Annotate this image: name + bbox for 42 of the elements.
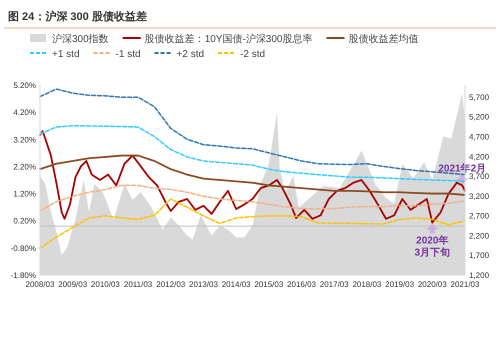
x-tick-label: 2011/03 <box>124 280 153 289</box>
y2-tick-label: 1,200 <box>469 271 490 280</box>
legend-label: +1 std <box>52 49 80 60</box>
y-tick-label: -0.80% <box>10 244 36 253</box>
legend-label: +2 std <box>176 49 204 60</box>
x-tick-label: 2019/03 <box>385 280 415 289</box>
y2-tick-label: 1,700 <box>469 251 490 260</box>
y2-tick-label: 4,200 <box>469 152 490 162</box>
y2-tick-label: 5,200 <box>469 112 490 122</box>
x-tick-label: 2009/03 <box>58 280 88 289</box>
y2-tick-label: 2,200 <box>469 231 490 240</box>
y-tick-label: 3.20% <box>13 135 36 144</box>
x-tick-label: 2010/03 <box>90 280 120 289</box>
x-tick-label: 2017/03 <box>320 280 350 289</box>
y2-tick-label: 3,700 <box>469 172 490 182</box>
y-tick-label: -1.80% <box>10 271 36 280</box>
x-tick-label: 2014/03 <box>222 280 252 289</box>
legend-label: 股债收益差均值 <box>348 33 418 45</box>
x-tick-label: 2018/03 <box>352 280 382 289</box>
legend-label: 股债收益差：10Y国债-沪深300股息率 <box>144 33 312 45</box>
x-tick-label: 2020/03 <box>418 280 448 289</box>
arrow-annotation: 3月下旬 <box>414 248 450 259</box>
x-tick-label: 2021/03 <box>450 280 480 289</box>
y-tick-label: 0.20% <box>13 216 36 226</box>
legend-label: 沪深300指数 <box>52 33 109 45</box>
legend-label: -2 std <box>240 49 266 60</box>
y-tick-label: 1.20% <box>13 190 36 199</box>
x-tick-label: 2008/03 <box>26 280 56 289</box>
y2-tick-label: 5,700 <box>469 92 490 102</box>
y2-tick-label: 2,700 <box>469 212 490 221</box>
arrow-annotation: 2020年 <box>416 236 448 247</box>
x-tick-label: 2016/03 <box>287 280 317 289</box>
y2-tick-label: 3,200 <box>469 192 490 201</box>
y-tick-label: 2.20% <box>13 162 36 172</box>
chart-title: 图 24：沪深 300 股债收益差 <box>8 10 147 23</box>
x-tick-label: 2013/03 <box>189 280 218 289</box>
y2-tick-label: 4,700 <box>469 132 490 142</box>
y-tick-label: 5.20% <box>13 81 36 90</box>
y-tick-label: 4.20% <box>13 108 36 118</box>
x-tick-label: 2012/03 <box>156 280 186 289</box>
x-tick-label: 2015/03 <box>254 280 284 289</box>
legend-label: -1 std <box>116 49 141 60</box>
